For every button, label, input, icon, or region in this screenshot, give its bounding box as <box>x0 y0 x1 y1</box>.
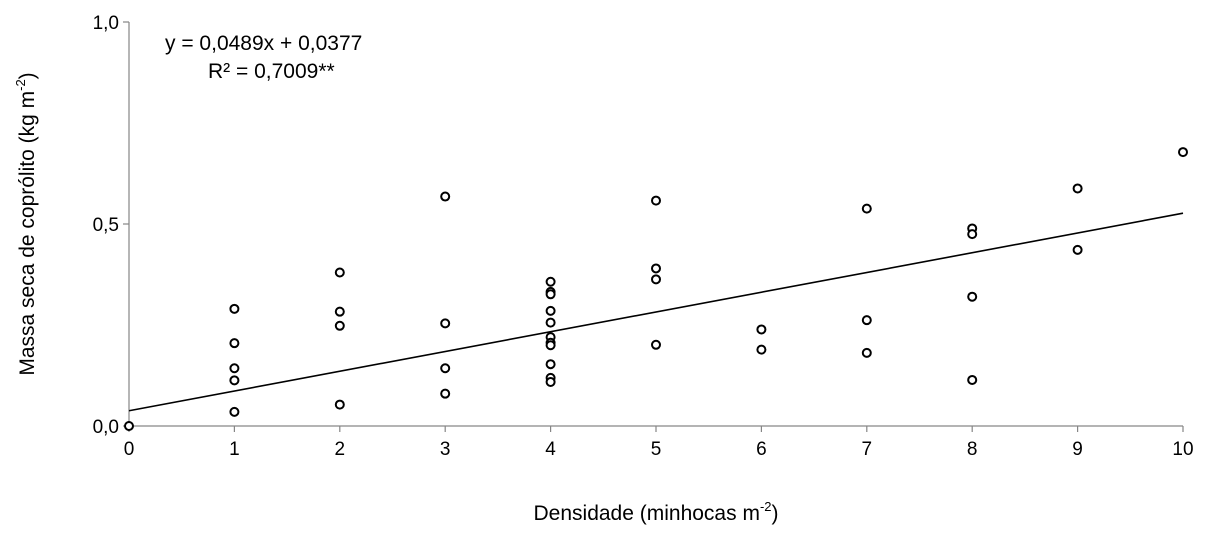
data-point <box>545 340 556 351</box>
data-point <box>861 203 872 214</box>
data-point <box>334 320 345 331</box>
data-point <box>967 229 978 240</box>
data-point <box>651 195 661 206</box>
data-point <box>229 338 240 349</box>
x-tick-label: 3 <box>440 439 451 460</box>
data-point <box>1178 147 1188 158</box>
x-tick-label: 4 <box>545 439 556 460</box>
data-point <box>967 291 978 302</box>
data-point <box>861 315 872 326</box>
data-point <box>229 375 240 386</box>
data-point <box>229 303 240 314</box>
trendline <box>128 212 1184 412</box>
data-point <box>651 274 661 285</box>
x-tick-label: 10 <box>1172 439 1193 460</box>
data-point <box>334 399 345 410</box>
data-point <box>440 388 451 399</box>
x-axis-title: Densidade (minhocas m-2) <box>534 499 779 525</box>
y-axis-title: Massa seca de coprólito (kg m-2) <box>13 72 39 375</box>
r2-label: R² = 0,7009** <box>208 60 335 83</box>
x-axis-title-sup: -2 <box>760 499 772 514</box>
y-axis-ticks: 0,0 0,5 1,0 <box>93 13 129 438</box>
data-point <box>756 324 767 335</box>
data-point <box>545 317 556 328</box>
data-point <box>229 363 240 374</box>
x-axis-title-tail: ) <box>772 502 779 525</box>
x-tick-label: 0 <box>124 439 135 460</box>
data-point <box>545 289 556 300</box>
data-point <box>334 267 345 278</box>
data-point <box>545 359 556 370</box>
x-tick-label: 1 <box>229 439 240 460</box>
data-point <box>334 306 345 317</box>
y-tick-label: 0,0 <box>93 417 119 438</box>
x-tick-label: 2 <box>335 439 346 460</box>
data-point <box>545 376 556 387</box>
x-tick-label: 7 <box>862 439 873 460</box>
y-axis-title-tail: ) <box>16 72 39 79</box>
data-point <box>440 191 451 202</box>
data-point <box>124 421 134 431</box>
data-point <box>756 344 767 355</box>
equation-label: y = 0,0489x + 0,0377 <box>165 32 362 55</box>
y-tick-label: 1,0 <box>93 13 119 34</box>
data-point <box>861 347 872 358</box>
data-point <box>651 263 661 274</box>
data-point <box>545 276 556 287</box>
y-axis-title-main: Massa seca de coprólito (kg m <box>16 91 39 376</box>
data-point <box>1072 183 1083 194</box>
data-point <box>651 339 661 350</box>
x-tick-label: 5 <box>651 439 662 460</box>
x-tick-label: 8 <box>967 439 978 460</box>
x-tick-label: 6 <box>756 439 767 460</box>
x-tick-label: 9 <box>1072 439 1083 460</box>
data-point <box>967 374 978 385</box>
y-tick-label: 0,5 <box>93 215 119 236</box>
x-axis-title-main: Densidade (minhocas m <box>534 502 760 525</box>
data-point <box>229 406 240 417</box>
data-point <box>1072 244 1083 255</box>
x-axis-ticks: 0 1 2 3 4 5 6 7 8 9 10 <box>124 426 1194 460</box>
data-point <box>545 305 556 316</box>
data-point <box>440 363 451 374</box>
data-points <box>124 147 1188 431</box>
y-axis-title-sup: -2 <box>13 79 28 91</box>
data-point <box>440 318 451 329</box>
